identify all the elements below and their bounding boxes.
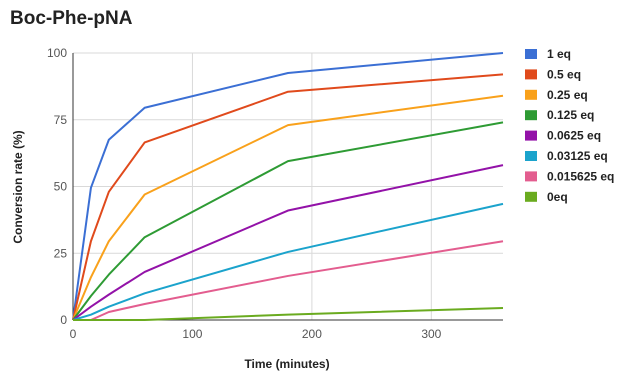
series-line-2 bbox=[72, 73, 504, 321]
series-line-6 bbox=[72, 202, 504, 321]
chart-title: Boc-Phe-pNA bbox=[10, 8, 133, 29]
legend-label: 0.5 eq bbox=[547, 67, 581, 81]
legend-swatch bbox=[525, 130, 537, 141]
x-tick-label: 200 bbox=[302, 327, 322, 341]
y-axis-title: Conversion rate (%) bbox=[11, 130, 25, 243]
legend-swatch bbox=[525, 191, 537, 202]
series-line-8 bbox=[73, 306, 504, 321]
legend: 1 eq 0.5 eq 0.25 eq 0.125 eq 0.0625 eq 0.0312… bbox=[525, 47, 614, 204]
x-tick-label: 300 bbox=[421, 327, 441, 341]
legend-swatch bbox=[525, 151, 537, 161]
y-tick-label: 0 bbox=[60, 313, 67, 327]
x-axis-title: Time (minutes) bbox=[244, 357, 329, 371]
legend-label: 0eq bbox=[547, 190, 568, 204]
series-lines bbox=[72, 52, 504, 321]
legend-label: 0.125 eq bbox=[547, 108, 594, 122]
y-tick-label: 75 bbox=[54, 113, 68, 127]
y-tick-label: 100 bbox=[47, 46, 67, 60]
series-line-3 bbox=[72, 94, 504, 321]
y-tick-label: 50 bbox=[54, 180, 68, 194]
series-line-1 bbox=[72, 52, 504, 321]
series-line-5 bbox=[72, 164, 504, 321]
legend-swatch bbox=[525, 69, 537, 80]
y-tick-label: 25 bbox=[54, 246, 68, 260]
legend-label: 0.0625 eq bbox=[547, 129, 601, 143]
x-tick-label: 0 bbox=[70, 327, 77, 341]
legend-label: 0.015625 eq bbox=[547, 169, 614, 183]
legend-swatch bbox=[525, 171, 537, 182]
legend-swatch bbox=[525, 49, 537, 59]
legend-label: 0.25 eq bbox=[547, 88, 588, 102]
x-tick-label: 100 bbox=[182, 327, 202, 341]
axes: 0 25 50 75 100 0 100 200 300 bbox=[47, 46, 503, 341]
gridlines bbox=[73, 52, 503, 320]
legend-swatch bbox=[525, 89, 537, 100]
legend-swatch bbox=[525, 110, 537, 121]
legend-label: 1 eq bbox=[547, 47, 571, 61]
legend-label: 0.03125 eq bbox=[547, 149, 608, 163]
series-line-4 bbox=[72, 121, 504, 321]
